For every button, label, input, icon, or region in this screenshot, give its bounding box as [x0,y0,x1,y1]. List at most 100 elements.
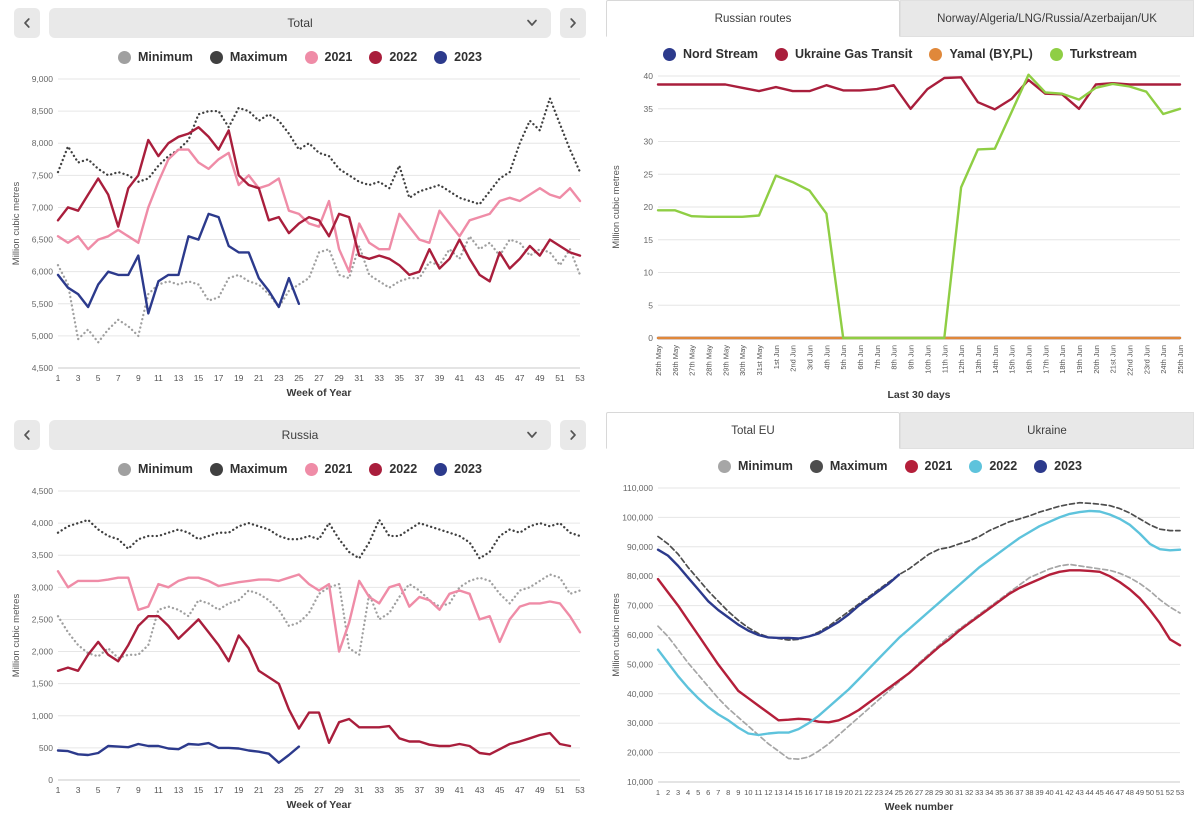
legend-marker-maximum [209,462,223,476]
svg-text:29: 29 [334,373,344,383]
svg-text:Million cubic metres: Million cubic metres [11,182,22,266]
svg-text:7,500: 7,500 [32,170,54,180]
legend-item-2022[interactable]: 2022 [969,459,1017,473]
svg-text:31: 31 [955,788,963,797]
svg-text:38: 38 [1025,788,1033,797]
svg-text:24: 24 [885,788,893,797]
total-eu-storage-line-chart: 10,000 20,000 30,000 40,000 50,000 60,000 70,0… [611,483,1184,813]
legend-marker-minimum [118,462,132,476]
legend-item-maximum[interactable]: Maximum [209,462,288,476]
svg-text:3,000: 3,000 [32,582,54,592]
legend-item-nord-stream[interactable]: Nord Stream [663,47,758,61]
tab-norway-algeria-lng-russia-azerbaijan-uk[interactable]: Norway/Algeria/LNG/Russia/Azerbaijan/UK [900,0,1194,37]
legend-marker-2021 [904,459,918,473]
svg-text:18: 18 [824,788,832,797]
legend-marker-2022 [369,50,383,64]
svg-text:22: 22 [865,788,873,797]
svg-text:12: 12 [764,788,772,797]
svg-text:16th Jun: 16th Jun [1024,345,1033,374]
legend-item-minimum[interactable]: Minimum [718,459,793,473]
svg-text:8: 8 [726,788,730,797]
legend-item-ukraine-gas-transit[interactable]: Ukraine Gas Transit [775,47,912,61]
svg-text:3: 3 [76,785,81,795]
svg-text:41: 41 [455,785,465,795]
legend-label: Minimum [738,459,793,473]
legend-item-2023[interactable]: 2023 [434,50,482,64]
legend-item-minimum[interactable]: Minimum [118,462,193,476]
svg-text:3: 3 [76,373,81,383]
svg-text:45: 45 [1096,788,1104,797]
svg-text:15th Jun: 15th Jun [1008,345,1017,374]
russia-chart-selector-row: Russia [14,420,586,450]
legend-marker-turkstream [1049,47,1063,61]
svg-text:13: 13 [174,373,184,383]
svg-text:53: 53 [575,785,585,795]
legend-item-2023[interactable]: 2023 [1034,459,1082,473]
total-supply-select[interactable]: Total [49,8,551,38]
svg-text:25: 25 [644,169,654,179]
svg-text:15: 15 [794,788,802,797]
legend-item-2022[interactable]: 2022 [369,50,417,64]
legend-item-maximum[interactable]: Maximum [809,459,888,473]
tab-ukraine[interactable]: Ukraine [900,412,1194,449]
legend-marker-2021 [304,50,318,64]
prev-chart-button[interactable] [14,8,40,38]
tab-russian-routes[interactable]: Russian routes [606,0,900,37]
svg-text:17: 17 [214,373,224,383]
svg-text:1: 1 [56,785,61,795]
legend-item-2021[interactable]: 2021 [904,459,952,473]
legend-item-2023[interactable]: 2023 [434,462,482,476]
total-chart-selector-row: Total [14,8,586,38]
svg-text:31: 31 [354,373,364,383]
russia-supply-select[interactable]: Russia [49,420,551,450]
next-chart-button[interactable] [560,420,586,450]
svg-text:34: 34 [985,788,993,797]
legend-item-maximum[interactable]: Maximum [209,50,288,64]
svg-text:35: 35 [395,785,405,795]
svg-text:6th Jun: 6th Jun [856,345,865,370]
svg-text:43: 43 [475,785,485,795]
svg-text:19th Jun: 19th Jun [1075,345,1084,374]
svg-text:26: 26 [905,788,913,797]
svg-text:35: 35 [395,373,405,383]
svg-text:19: 19 [835,788,843,797]
legend-item-2021[interactable]: 2021 [304,462,353,476]
legend-label: Minimum [138,50,193,64]
chevron-right-icon [570,18,576,28]
legend-label: Turkstream [1069,47,1137,61]
legend-label: 2021 [324,462,353,476]
russia-supply-legend: Minimum Maximum 2021 2022 2023 [8,458,592,480]
routes-legend: Nord Stream Ukraine Gas Transit Yamal (BY,… [608,43,1192,65]
next-chart-button[interactable] [560,8,586,38]
legend-label: 2023 [454,50,482,64]
svg-text:5,000: 5,000 [32,331,54,341]
svg-text:19: 19 [234,785,244,795]
svg-text:30: 30 [945,788,953,797]
legend-item-yamal-by-pl[interactable]: Yamal (BY,PL) [929,47,1033,61]
svg-text:27th May: 27th May [688,345,697,376]
prev-chart-button[interactable] [14,420,40,450]
svg-text:3rd Jun: 3rd Jun [806,345,815,370]
svg-text:11th Jun: 11th Jun [940,345,949,373]
legend-item-minimum[interactable]: Minimum [118,50,193,64]
legend-marker-2023 [434,50,448,64]
svg-text:2: 2 [666,788,670,797]
svg-text:41: 41 [455,373,465,383]
svg-text:15: 15 [644,235,654,245]
svg-text:31: 31 [354,785,364,795]
svg-text:27: 27 [314,373,324,383]
legend-marker-2023 [1034,459,1048,473]
legend-label: Maximum [229,50,288,64]
svg-text:17: 17 [814,788,822,797]
legend-item-turkstream[interactable]: Turkstream [1049,47,1137,61]
svg-text:31st May: 31st May [755,345,764,376]
svg-text:45: 45 [495,373,505,383]
svg-text:11: 11 [154,373,163,383]
legend-marker-yamal-by-pl [929,47,943,61]
legend-item-2022[interactable]: 2022 [369,462,417,476]
svg-text:110,000: 110,000 [623,483,653,493]
legend-item-2021[interactable]: 2021 [304,50,352,64]
svg-text:5: 5 [696,788,700,797]
tab-total-eu[interactable]: Total EU [606,412,900,449]
